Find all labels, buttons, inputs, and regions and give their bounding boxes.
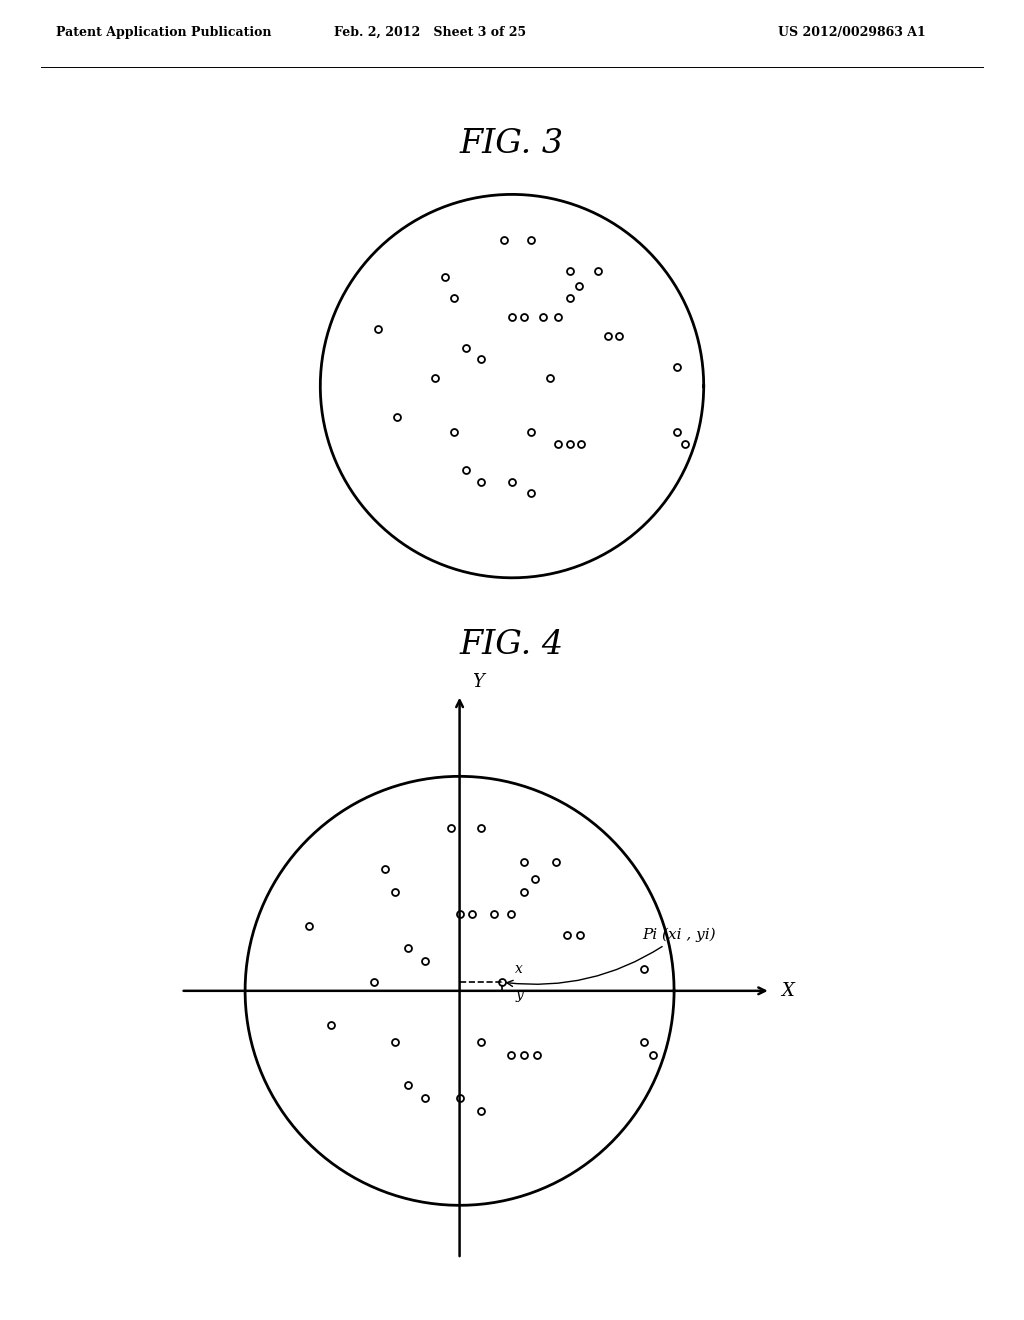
Text: FIG. 3: FIG. 3 [460, 128, 564, 160]
Text: y: y [515, 989, 523, 1002]
Text: x: x [515, 962, 523, 977]
Text: Feb. 2, 2012   Sheet 3 of 25: Feb. 2, 2012 Sheet 3 of 25 [334, 26, 526, 40]
Text: FIG. 4: FIG. 4 [460, 630, 564, 661]
Text: Y: Y [472, 672, 484, 690]
Text: X: X [781, 982, 795, 999]
Text: Pi (xi , yi): Pi (xi , yi) [507, 928, 716, 986]
Text: US 2012/0029863 A1: US 2012/0029863 A1 [778, 26, 926, 40]
Text: Patent Application Publication: Patent Application Publication [56, 26, 271, 40]
